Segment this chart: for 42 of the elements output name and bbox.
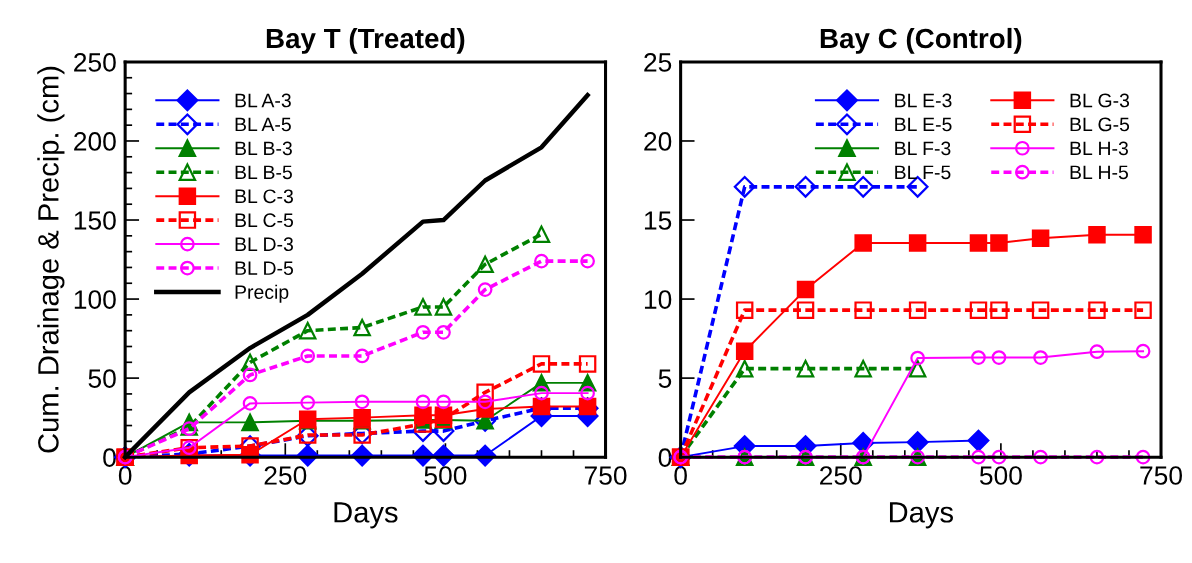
x-axis-title: Days (334, 502, 398, 529)
legend-label: BL G-3 (1070, 93, 1130, 108)
y-tick-label: 0 (103, 448, 116, 467)
legend-label: BL H-5 (1070, 165, 1128, 180)
legend-label: BL G-5 (1070, 117, 1130, 132)
x-tick-label: 250 (820, 466, 862, 485)
y-tick-label: 20 (644, 132, 672, 151)
legend-label: BL C-3 (235, 189, 293, 204)
y-tick-label: 50 (88, 369, 116, 388)
legend-label: BL D-5 (235, 261, 294, 276)
x-tick-label: 750 (584, 466, 627, 485)
y-tick-label: 100 (74, 290, 116, 309)
x-tick-label: 0 (118, 466, 132, 485)
x-tick-label: 750 (1140, 466, 1182, 485)
legend-label: BL A-5 (235, 117, 291, 132)
x-tick-label: 500 (424, 466, 467, 485)
legend-label: BL B-3 (235, 141, 292, 156)
legend-label: BL F-5 (895, 165, 951, 180)
x-tick-label: 500 (979, 466, 1022, 485)
legend-label: BL F-3 (895, 141, 951, 156)
y-tick-label: 0 (658, 448, 672, 467)
y-tick-label: 200 (74, 132, 116, 151)
legend-label: BL A-3 (235, 93, 291, 108)
legend-label: Precip (235, 284, 289, 303)
y-tick-label: 5 (658, 369, 672, 388)
legend-label: BL B-5 (235, 165, 292, 180)
x-axis-title: Days (889, 502, 953, 529)
y-tick-label: 15 (644, 211, 672, 230)
x-tick-label: 250 (264, 466, 307, 485)
legend-label: BL H-3 (1070, 141, 1128, 156)
y-axis-title: Cum. Drainage & Precip. (cm) (37, 66, 65, 453)
legend-label: BL D-3 (235, 237, 293, 252)
chart-title: Bay T (Treated) (266, 27, 465, 54)
y-tick-label: 150 (74, 211, 116, 230)
x-tick-label: 0 (674, 466, 687, 485)
legend-label: BL E-3 (895, 93, 952, 108)
y-tick-label: 10 (644, 290, 672, 309)
legend-label: BL E-5 (895, 117, 952, 132)
chart-title: Bay C (Control) (820, 27, 1022, 54)
y-tick-label: 250 (74, 53, 116, 72)
legend-label: BL C-5 (235, 213, 294, 228)
y-tick-label: 25 (644, 53, 672, 72)
